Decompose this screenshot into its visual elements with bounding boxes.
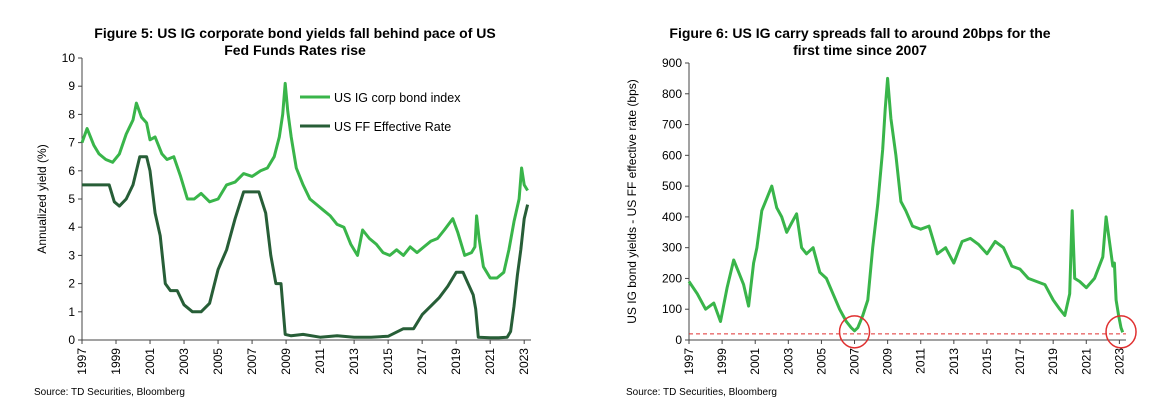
figure-5-title: Figure 5: US IG corporate bond yields fa… [94, 25, 496, 58]
fig5-legend-label: US IG corp bond index [334, 91, 461, 105]
fig6-series-line-1 [687, 76, 1125, 333]
fig6-y-tick-label: 400 [662, 210, 682, 224]
fig5-x-tick-label: 2005 [211, 348, 225, 375]
fig6-y-tick-label: 500 [662, 179, 682, 193]
fig5-x-tick-label: 2023 [517, 348, 531, 375]
fig5-x-tick-label: 2013 [347, 348, 361, 375]
fig5-y-axis-label: Annualized yield (%) [35, 144, 49, 253]
fig6-x-tick-label: 2015 [980, 348, 994, 375]
fig6-y-tick-label: 900 [662, 56, 682, 70]
fig5-x-tick-label: 2019 [449, 348, 463, 375]
figure-5-panel: Figure 5: US IG corporate bond yields fa… [34, 25, 531, 398]
fig5-x-tick-label: 2021 [483, 348, 497, 375]
fig5-y-tick-label: 1 [68, 305, 75, 319]
fig5-y-tick-label: 3 [68, 248, 75, 262]
fig5-y-tick-label: 4 [68, 220, 75, 234]
fig6-x-tick-label: 1999 [715, 348, 729, 375]
fig5-x-tick-label: 1999 [109, 348, 123, 375]
fig6-x-tick-label: 2011 [914, 348, 928, 374]
fig5-y-tick-label: 0 [68, 333, 75, 347]
figure-6-panel: Figure 6: US IG carry spreads fall to ar… [585, 0, 1169, 410]
fig5-x-tick-label: 2007 [245, 348, 259, 375]
fig5-y-tick-label: 6 [68, 164, 75, 178]
figure-6-source: Source: TD Securities, Bloomberg [626, 387, 777, 398]
fig6-y-tick-label: 800 [662, 87, 682, 101]
fig6-y-tick-label: 300 [662, 241, 682, 255]
figure-6-chart: 0 100 200 300 400 500 600 700 800 900 1997 1999 2001… [625, 56, 1137, 375]
fig5-x-tick-label: 2003 [177, 348, 191, 375]
figure-5-source: Source: TD Securities, Bloomberg [34, 387, 185, 398]
fig6-y-tick-label: 200 [662, 271, 682, 285]
fig5-y-tick-label: 9 [68, 79, 75, 93]
fig6-x-tick-label: 2009 [881, 348, 895, 375]
fig6-x-tick-label: 2003 [781, 348, 795, 375]
fig6-x-tick-label: 2001 [748, 348, 762, 375]
figure-5-chart: 0 1 2 3 4 5 6 7 8 9 10 1997 1999 2001 2003 2005 2007 2009… [35, 51, 531, 375]
fig6-x-tick-label: 2017 [1013, 348, 1027, 375]
fig5-x-tick-label: 2017 [415, 348, 429, 375]
fig6-x-tick-label: 2005 [814, 348, 828, 375]
fig6-x-tick-label: 1997 [682, 348, 696, 375]
fig5-x-tick-label: 2009 [279, 348, 293, 375]
fig6-y-tick-label: 700 [662, 118, 682, 132]
fig6-x-tick-label: 2013 [947, 348, 961, 375]
fig5-x-tick-label: 2011 [313, 348, 327, 374]
fig6-x-tick-label: 2023 [1112, 348, 1126, 375]
fig6-highlight-circle [838, 315, 871, 349]
fig5-x-tick-label: 2015 [381, 348, 395, 375]
fig5-y-tick-label: 2 [68, 277, 75, 291]
fig6-highlight-circle [1105, 315, 1137, 349]
fig6-x-tick-label: 2019 [1046, 348, 1060, 375]
fig6-x-tick-label: 2021 [1079, 348, 1093, 375]
fig5-y-tick-label: 8 [68, 107, 75, 121]
fig5-x-tick-label: 2001 [143, 348, 157, 375]
fig6-x-tick-label: 2007 [848, 348, 862, 375]
fig5-series-line-1 [80, 81, 529, 280]
figure-6-title: Figure 6: US IG carry spreads fall to ar… [669, 25, 1051, 58]
fig5-y-tick-label: 10 [62, 51, 76, 65]
fig6-y-tick-label: 600 [662, 148, 682, 162]
fig6-y-axis-label: US IG bond yields - US FF effective rate… [625, 79, 639, 324]
fig5-series-line-2 [82, 155, 530, 340]
fig6-y-tick-label: 100 [662, 302, 682, 316]
fig5-x-tick-label: 1997 [75, 348, 89, 375]
fig5-y-tick-label: 5 [68, 192, 75, 206]
fig5-legend-label: US FF Effective Rate [334, 120, 451, 134]
fig6-y-tick-label: 0 [675, 333, 682, 347]
fig5-y-tick-label: 7 [68, 136, 75, 150]
